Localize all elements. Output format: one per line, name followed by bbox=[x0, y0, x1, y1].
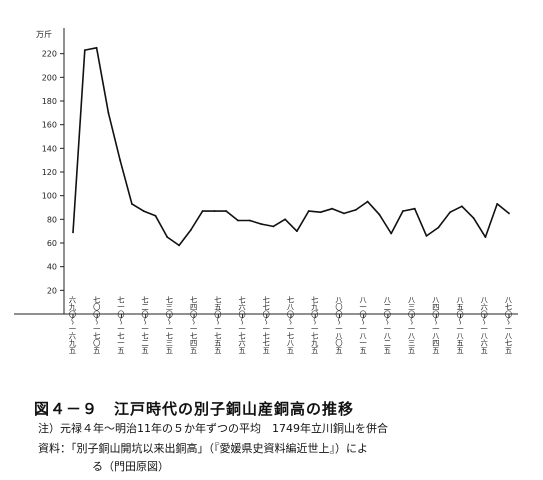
x-tick-label: 六九〇〜一六九五 bbox=[68, 296, 77, 354]
series-line bbox=[72, 46, 510, 247]
y-tick-label: 180 bbox=[42, 97, 57, 106]
y-tick-label: 60 bbox=[47, 239, 57, 248]
x-tick-label: 八六〇〜一八六五 bbox=[480, 296, 489, 354]
data-point bbox=[449, 211, 451, 214]
x-tick-label: 八三〇〜一八三五 bbox=[408, 296, 417, 354]
data-point bbox=[178, 244, 180, 247]
data-point bbox=[284, 218, 287, 221]
data-point bbox=[107, 111, 110, 114]
x-tick-label: 八〇〇〜一八〇五 bbox=[335, 296, 344, 354]
data-point bbox=[166, 236, 169, 238]
x-tick-label: 七七〇〜一七七五 bbox=[262, 296, 271, 354]
y-tick-label: 40 bbox=[47, 263, 57, 272]
data-point bbox=[225, 210, 228, 212]
data-point bbox=[95, 46, 98, 49]
data-point bbox=[260, 223, 263, 225]
data-point bbox=[496, 203, 499, 205]
x-tick-label: 八五〇〜一八五五 bbox=[456, 296, 465, 354]
data-point bbox=[142, 210, 145, 212]
data-point bbox=[201, 210, 204, 212]
data-point bbox=[295, 230, 298, 233]
y-tick-label: 100 bbox=[42, 192, 57, 201]
x-tick-label: 七二〇〜一七二五 bbox=[141, 296, 150, 354]
y-tick-label: 140 bbox=[42, 144, 57, 153]
data-point bbox=[390, 232, 393, 235]
data-point bbox=[508, 212, 510, 215]
data-point bbox=[366, 200, 369, 203]
x-tick-label: 八七〇〜一八七五 bbox=[505, 296, 514, 354]
y-tick-label: 20 bbox=[47, 286, 57, 295]
x-tick-label: 七三〇〜一七三五 bbox=[165, 296, 174, 354]
data-point bbox=[472, 217, 475, 220]
data-point bbox=[354, 208, 357, 211]
x-tick-label: 八四〇〜一八四五 bbox=[432, 296, 441, 354]
data-point bbox=[213, 210, 216, 212]
data-point bbox=[413, 207, 416, 210]
y-tick-label: 200 bbox=[42, 73, 57, 82]
data-point bbox=[484, 236, 487, 238]
data-point bbox=[72, 231, 74, 234]
figure-title: 図４－９ 江戸時代の別子銅山産銅高の推移 bbox=[34, 400, 355, 418]
data-point bbox=[437, 226, 440, 229]
x-tick-label: 七〇〇〜一七〇五 bbox=[93, 296, 102, 354]
y-tick-label: 120 bbox=[42, 168, 57, 177]
x-tick-label: 八二〇〜一八二五 bbox=[383, 296, 392, 354]
data-point bbox=[272, 225, 275, 228]
data-point bbox=[425, 235, 428, 237]
data-point bbox=[248, 219, 251, 222]
source-line-1: 資料：「別子銅山開坑以来出銅高」（『愛媛県史資料編近世上』）によ bbox=[38, 442, 368, 455]
data-point bbox=[131, 203, 133, 205]
data-point bbox=[83, 49, 86, 52]
data-point bbox=[343, 212, 345, 215]
x-tick-label: 七一〇〜一七一五 bbox=[117, 296, 126, 354]
data-point bbox=[189, 229, 192, 231]
y-tick-label: 80 bbox=[47, 215, 57, 224]
y-tick-label: 160 bbox=[42, 121, 57, 130]
x-tick-label: 七六〇〜一七六五 bbox=[238, 296, 247, 354]
data-point bbox=[119, 159, 122, 162]
data-point bbox=[237, 219, 239, 222]
y-unit-label: 万斤 bbox=[36, 29, 52, 39]
x-tick-label: 七五〇〜一七五五 bbox=[214, 296, 223, 354]
y-tick-label: 220 bbox=[42, 50, 57, 59]
source-line-2: る（門田原図） bbox=[92, 460, 169, 473]
data-point bbox=[319, 211, 322, 214]
data-point bbox=[378, 213, 381, 216]
data-point bbox=[460, 205, 463, 208]
data-point bbox=[402, 210, 404, 212]
data-point bbox=[331, 207, 334, 210]
figure-note: 注）元禄４年～明治11年の５か年ずつの平均 1749年立川銅山を併合 bbox=[38, 422, 388, 435]
x-tick-label: 八一〇〜一八一五 bbox=[359, 296, 368, 354]
x-tick-label: 七九〇〜一七九五 bbox=[310, 296, 319, 354]
data-point bbox=[307, 210, 310, 212]
x-tick-label: 七八〇〜一七八五 bbox=[287, 296, 296, 354]
data-point bbox=[154, 214, 157, 217]
x-tick-label: 七四〇〜一七四五 bbox=[190, 296, 199, 354]
line-chart: 万斤 20 40 60 80 100 120 140 160 180 200 220 六九〇〜一六九五 七… bbox=[14, 28, 518, 354]
